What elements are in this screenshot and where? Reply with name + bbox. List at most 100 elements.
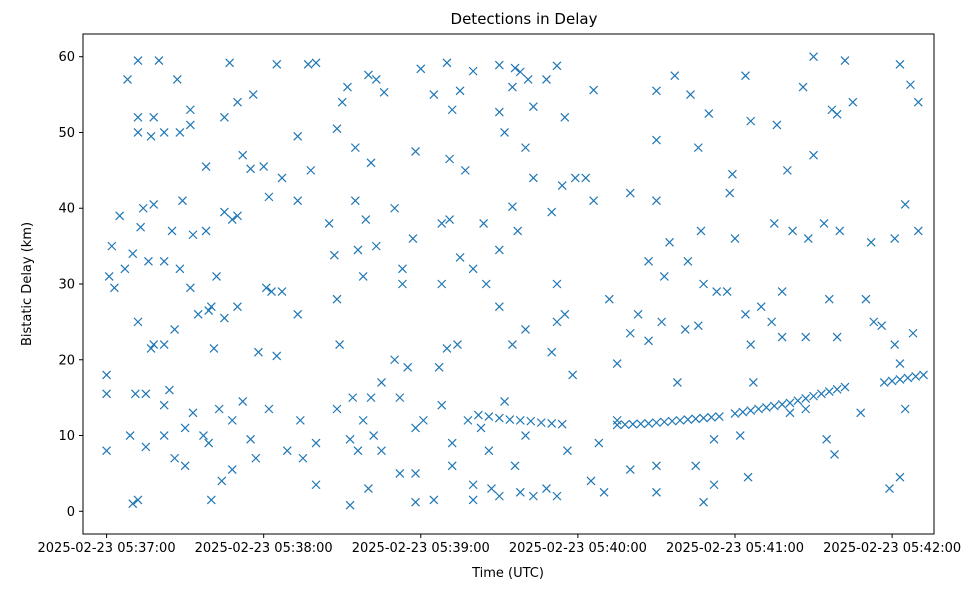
data-point [149, 200, 159, 209]
y-tick-label: 30 [58, 278, 75, 293]
data-point [133, 495, 143, 505]
x-tick-label: 2025-02-23 05:37:00 [38, 541, 176, 556]
data-point [468, 495, 478, 505]
data-point [133, 317, 143, 327]
data-point [141, 442, 151, 452]
data-point [350, 196, 360, 206]
x-tick-label: 2025-02-23 05:40:00 [509, 541, 647, 556]
data-point [159, 400, 169, 410]
data-point [625, 465, 635, 475]
data-point [659, 271, 669, 281]
data-point [277, 173, 287, 183]
data-point [188, 408, 198, 418]
data-point [487, 484, 496, 493]
data-point [890, 340, 900, 350]
data-point [835, 226, 845, 236]
data-point [767, 317, 777, 327]
data-point [508, 340, 517, 350]
data-point [552, 279, 562, 289]
data-point [390, 355, 400, 365]
data-point [727, 169, 737, 179]
data-point [324, 218, 334, 228]
data-point [510, 461, 520, 471]
data-point [722, 287, 732, 297]
data-point [809, 391, 818, 401]
data-point [709, 434, 719, 444]
data-point [109, 283, 119, 293]
data-point [193, 309, 203, 319]
data-point [227, 465, 237, 475]
data-point [363, 484, 373, 493]
data-point [494, 413, 504, 423]
data-point [123, 75, 132, 84]
y-tick-label: 40 [58, 202, 75, 217]
data-point [379, 87, 389, 97]
data-point [494, 302, 504, 312]
data-point [272, 59, 282, 69]
data-point [445, 154, 455, 164]
data-point [133, 56, 143, 65]
data-point [293, 309, 303, 319]
data-point [463, 415, 473, 425]
data-point [468, 66, 478, 76]
data-point [209, 343, 219, 353]
data-point [225, 58, 235, 68]
data-point [447, 105, 457, 115]
data-point [521, 143, 530, 153]
data-point [311, 58, 321, 68]
data-point [644, 256, 654, 266]
data-point [447, 461, 457, 471]
data-point [528, 173, 538, 183]
data-point [788, 226, 798, 236]
data-point [138, 203, 148, 213]
data-point [201, 162, 211, 172]
data-point [411, 423, 420, 433]
data-point [479, 218, 489, 228]
data-point [455, 86, 465, 96]
data-point [542, 484, 551, 493]
data-point [390, 203, 400, 213]
data-point [125, 431, 135, 440]
data-point [552, 491, 562, 501]
data-point [233, 97, 242, 107]
data-point [204, 306, 214, 315]
data-point [861, 294, 871, 304]
data-point [398, 279, 407, 289]
data-point [521, 431, 530, 440]
data-point [369, 431, 379, 440]
x-axis: 2025-02-23 05:37:00 2025-02-23 05:38:00 20… [38, 534, 961, 556]
data-point [827, 105, 837, 115]
data-point [798, 82, 808, 92]
data-point [521, 325, 530, 334]
data-point [557, 419, 567, 429]
data-point [832, 384, 842, 394]
data-point [377, 446, 386, 456]
data-point [730, 234, 740, 243]
data-point [146, 131, 156, 141]
data-point [429, 495, 439, 505]
data-point [204, 438, 214, 448]
data-point [403, 362, 413, 372]
data-point [885, 484, 894, 493]
data-point [761, 403, 771, 412]
data-point [840, 382, 850, 392]
data-point [238, 396, 248, 406]
data-point [272, 351, 282, 361]
data-point [560, 112, 570, 122]
data-point [741, 309, 750, 319]
data-point [167, 226, 177, 236]
data-point [411, 497, 420, 507]
data-point [515, 415, 525, 425]
data-point [180, 423, 190, 433]
data-point [233, 211, 242, 221]
data-point [254, 347, 263, 357]
data-point [361, 215, 371, 225]
data-point [343, 82, 352, 92]
data-point [144, 256, 153, 266]
data-point [411, 146, 420, 156]
data-point [185, 283, 195, 293]
x-tick-label: 2025-02-23 05:42:00 [823, 541, 961, 556]
data-point [801, 404, 811, 414]
data-point [743, 472, 753, 482]
data-point [547, 207, 557, 217]
